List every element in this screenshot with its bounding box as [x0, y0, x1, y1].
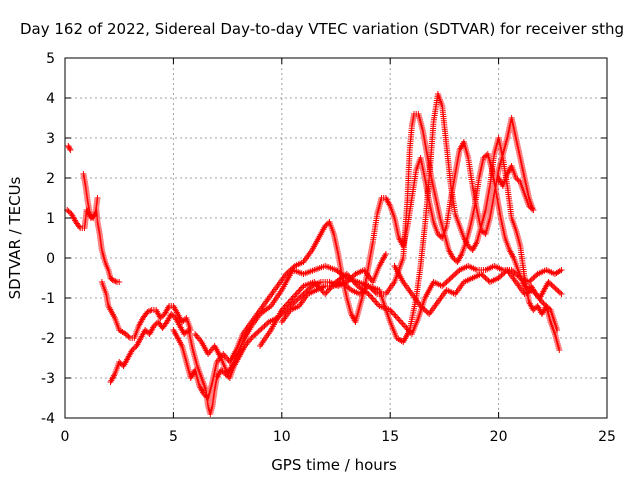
data-series	[64, 91, 565, 417]
plus-markers	[495, 163, 537, 213]
y-tick-label: 4	[46, 91, 55, 107]
y-axis: -4 -3 -2 -1 0 1 2 3 4 5	[41, 51, 607, 427]
y-tick-label: 2	[46, 171, 55, 187]
x-axis-label: GPS time / hours	[271, 456, 397, 474]
data-track	[80, 171, 123, 285]
y-tick-label: 3	[46, 131, 55, 147]
data-track	[391, 263, 561, 333]
y-tick-label: -4	[41, 411, 55, 427]
plus-markers	[98, 279, 194, 341]
data-track	[98, 279, 194, 341]
x-tick-label: 15	[381, 429, 399, 445]
chart-title: Day 162 of 2022, Sidereal Day-to-day VTE…	[20, 20, 624, 38]
x-axis: 0 5 10 15 20 25	[61, 58, 616, 445]
x-tick-label: 25	[598, 429, 616, 445]
plus-markers	[391, 263, 561, 333]
plus-markers	[80, 171, 123, 285]
plus-markers	[278, 111, 565, 325]
y-tick-label: 5	[46, 51, 55, 67]
x-tick-label: 10	[273, 429, 291, 445]
x-tick-label: 5	[169, 429, 178, 445]
data-track	[278, 111, 565, 325]
y-tick-label: -1	[41, 291, 55, 307]
data-track	[495, 163, 537, 213]
x-tick-label: 20	[490, 429, 508, 445]
y-tick-label: 0	[46, 251, 55, 267]
plus-markers	[65, 143, 74, 153]
plot-frame	[64, 57, 608, 419]
y-tick-label: -2	[41, 331, 55, 347]
data-track	[65, 143, 74, 153]
y-tick-label: 1	[46, 211, 55, 227]
y-tick-label: -3	[41, 371, 55, 387]
y-axis-label: SDTVAR / TECUs	[6, 176, 24, 299]
x-tick-label: 0	[61, 429, 70, 445]
